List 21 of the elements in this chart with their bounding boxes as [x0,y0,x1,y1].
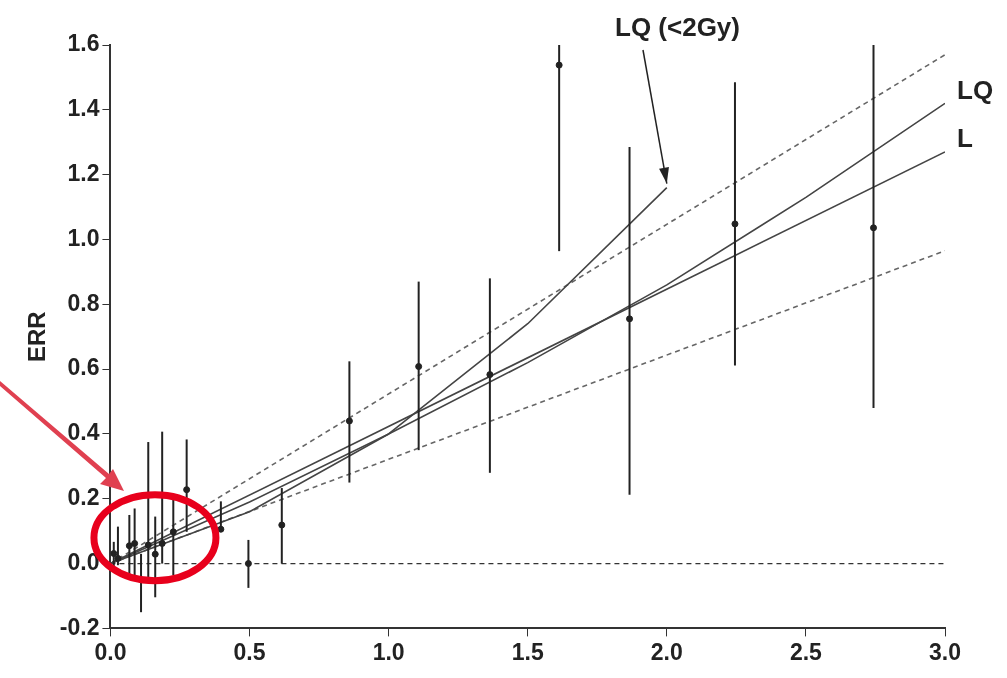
series-label: L [957,123,973,154]
x-tick-label: 1.5 [511,638,544,665]
series-label: LQ [957,74,994,105]
y-axis-title: ERR [23,311,51,363]
y-tick-label: 1.4 [67,95,100,122]
y-tick-label: 0.2 [67,484,100,511]
y-tick-label: 1.0 [67,224,100,251]
y-tick-label: 0.4 [67,419,100,446]
x-tick-label: 1.0 [372,638,405,665]
y-tick-label: 0.0 [67,548,100,575]
y-tick-label: 1.2 [67,159,100,186]
y-tick-label: 0.8 [67,289,100,316]
x-tick-label: 2.0 [650,638,683,665]
y-tick-label: 1.6 [67,30,100,57]
x-tick-label: 3.0 [929,638,961,665]
x-tick-label: 0.5 [233,638,266,665]
y-tick-label: 0.6 [67,354,100,381]
y-tick-label: -0.2 [59,613,100,640]
annotation: LQ (<2Gy) [615,12,740,43]
x-tick-label: 0.0 [94,638,127,665]
x-tick-label: 2.5 [789,638,823,665]
